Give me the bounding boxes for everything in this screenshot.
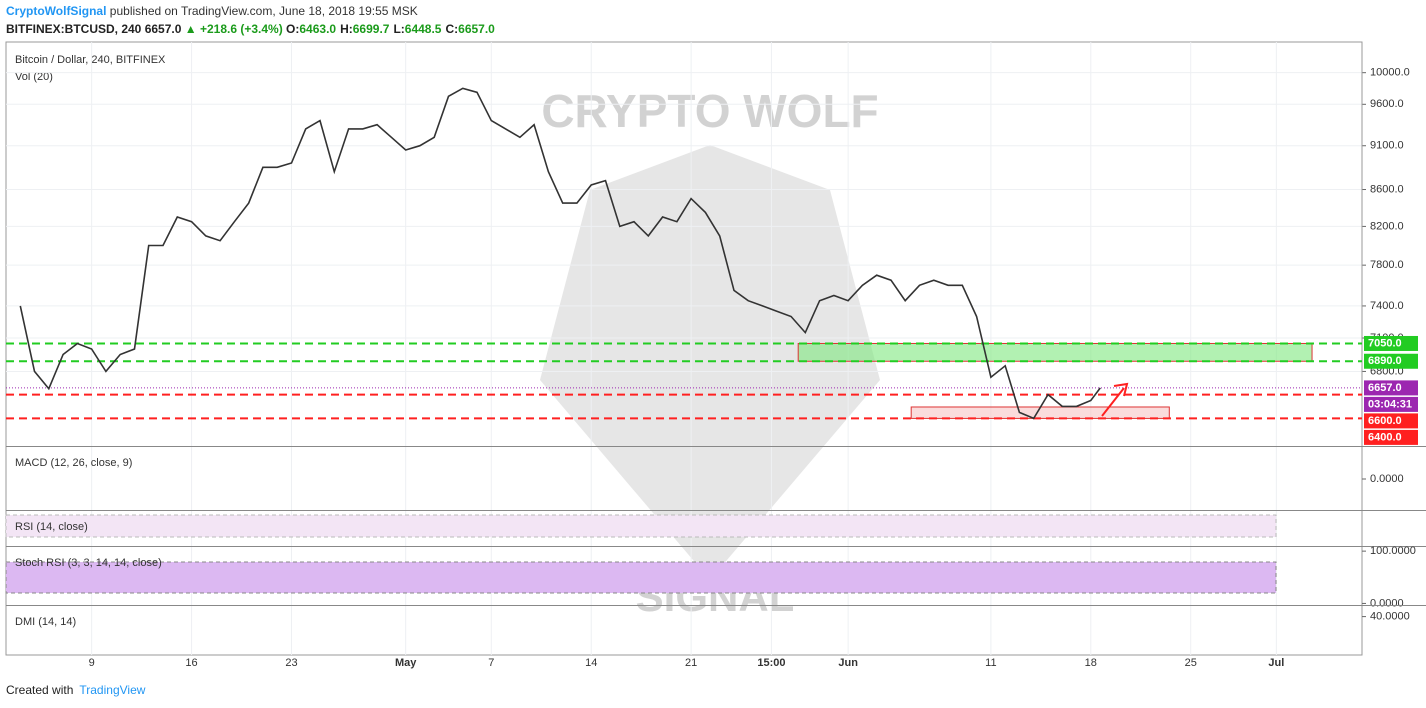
ohlc-value: 6657.0 [458,22,495,36]
y-tick-label: 9600.0 [1370,98,1404,110]
created: Created with [6,683,74,697]
rsi-band [5,514,1277,538]
y-tick-label: 9100.0 [1370,140,1404,152]
y-tick-label: 7800.0 [1370,259,1404,271]
x-tick-label: 14 [585,657,597,669]
brand[interactable]: TradingView [79,683,146,697]
wolf-logo [540,145,880,580]
x-tick-label: 25 [1185,657,1197,669]
price-label-bg [1364,335,1418,351]
price-label: 6890.0 [1368,355,1402,367]
ohlc-value: 6463.0 [299,22,337,36]
price-label-bg [1364,380,1418,396]
change: ▲ +218.6 (+3.4%) [184,22,283,36]
y-tick-label: 40.0000 [1370,611,1410,623]
y-tick-label: 100.0000 [1370,545,1416,557]
y-tick-label: 10000.0 [1370,67,1410,79]
x-tick-label: 16 [185,657,197,669]
ohlc-label: L: [393,22,405,36]
arrow-head [1113,382,1129,397]
author[interactable]: CryptoWolfSignal [6,4,107,18]
indicator-title: Stoch RSI (3, 3, 14, 14, close) [15,557,162,569]
zone [797,342,1313,362]
x-tick-label: 18 [1085,657,1097,669]
x-tick-label: 23 [285,657,297,669]
price-label: 6657.0 [1368,382,1402,394]
stoch-band [5,561,1277,594]
price-label-bg [1364,429,1418,445]
x-tick-label: Jul [1268,657,1284,669]
y-tick-label: 0.0000 [1370,597,1404,609]
last: 6657.0 [144,22,182,36]
price-label: 6600.0 [1368,415,1402,427]
x-tick-label: 9 [89,657,95,669]
price-label-bg [1364,353,1418,369]
price-label-bg [1364,413,1418,429]
ohlc-label: H: [340,22,353,36]
watermark-text: CRYPTO WOLF [541,85,878,137]
publish-line: CryptoWolfSignal published on TradingVie… [6,4,418,18]
symbol: BITFINEX:BTCUSD, 240 [6,22,142,36]
indicator-title: MACD (12, 26, close, 9) [15,457,132,469]
y-tick-label: 7400.0 [1370,300,1404,312]
ohlc-label: C: [445,22,459,36]
x-tick-label: Jun [838,657,858,669]
price-label-bg [1364,396,1418,412]
ohlc-value: 6448.5 [404,22,442,36]
chart-subtitle: Vol (20) [15,71,53,83]
x-tick-label: 21 [685,657,697,669]
ohlc-value: 6699.7 [352,22,390,36]
chart: CRYPTO WOLF SIGNAL Bitcoin / Dollar, 240… [5,41,1426,669]
x-tick-label: 15:00 [757,657,785,669]
ohlc: O:6463.0 H:6699.7 L:6448.5 C:6657.0 [286,22,499,36]
y-tick-label: 8600.0 [1370,183,1404,195]
price-label: 7050.0 [1368,337,1402,349]
arrow [1101,387,1125,417]
price-line [19,87,1101,420]
y-tick-label: 8200.0 [1370,220,1404,232]
chart-title: Bitcoin / Dollar, 240, BITFINEX [15,54,166,66]
y-tick-label: 0.0000 [1370,473,1404,485]
x-tick-label: 7 [488,657,494,669]
footer: Created with TradingView [6,683,145,697]
indicator-title: RSI (14, close) [15,521,88,533]
symbol-line: BITFINEX:BTCUSD, 240 6657.0 ▲ +218.6 (+3… [6,22,499,36]
price-label: 03:04:31 [1368,398,1412,410]
indicator-title: DMI (14, 14) [15,616,76,628]
published: published on TradingView.com, June 18, 2… [109,4,418,18]
x-tick-label: 11 [985,657,996,669]
x-tick-label: May [395,657,417,669]
price-label: 6400.0 [1368,431,1402,443]
ohlc-label: O: [286,22,300,36]
